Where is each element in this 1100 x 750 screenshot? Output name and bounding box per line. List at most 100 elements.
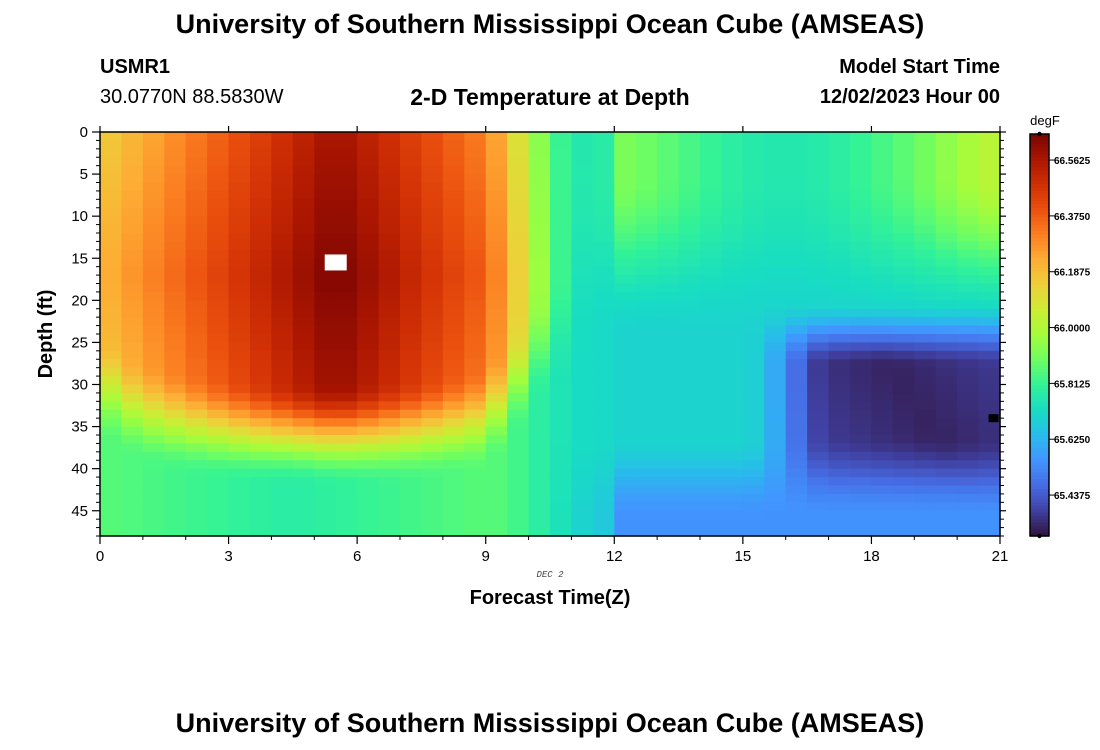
heatmap-cell <box>314 367 337 377</box>
heatmap-cell <box>357 325 380 335</box>
heatmap-cell <box>314 519 337 529</box>
heatmap-cell <box>271 258 294 268</box>
heatmap-cell <box>571 384 594 394</box>
heatmap-cell <box>635 342 658 352</box>
heatmap-cell <box>785 249 808 259</box>
heatmap-cell <box>978 207 1001 217</box>
heatmap-cell <box>550 409 573 419</box>
heatmap-cell <box>935 359 958 369</box>
heatmap-cell <box>550 132 573 142</box>
heatmap-cell <box>378 477 401 487</box>
heatmap-cell <box>464 308 487 318</box>
heatmap-cell <box>442 148 465 158</box>
heatmap-cell <box>164 291 187 301</box>
heatmap-cell <box>485 249 508 259</box>
heatmap-cell <box>100 140 123 150</box>
heatmap-cell <box>657 451 680 461</box>
heatmap-cell <box>121 291 144 301</box>
heatmap-cell <box>742 418 765 428</box>
heatmap-cell <box>614 266 637 276</box>
heatmap-cell <box>892 409 915 419</box>
heatmap-cell <box>164 190 187 200</box>
heatmap-cell <box>121 426 144 436</box>
heatmap-cell <box>357 519 380 529</box>
heatmap-cell <box>914 224 937 234</box>
heatmap-cell <box>442 291 465 301</box>
heatmap-cell <box>892 435 915 445</box>
heatmap-cell <box>571 510 594 520</box>
heatmap-cell <box>464 519 487 529</box>
heatmap-cell <box>442 275 465 285</box>
heatmap-cell <box>271 477 294 487</box>
heatmap-cell <box>700 157 723 167</box>
heatmap-cell <box>550 308 573 318</box>
colorbar-segment <box>1030 345 1049 349</box>
heatmap-cell <box>764 157 787 167</box>
heatmap-cell <box>550 275 573 285</box>
heatmap-cell <box>764 317 787 327</box>
heatmap-cell <box>657 275 680 285</box>
heatmap-cell <box>228 367 251 377</box>
heatmap-cell <box>100 224 123 234</box>
heatmap-cell <box>507 527 530 537</box>
heatmap-cell <box>464 157 487 167</box>
heatmap-cell <box>635 392 658 402</box>
heatmap-cell <box>635 174 658 184</box>
heatmap-cell <box>871 148 894 158</box>
heatmap-cell <box>378 224 401 234</box>
heatmap-cell <box>892 485 915 495</box>
heatmap-cell <box>207 266 230 276</box>
heatmap-cell <box>700 418 723 428</box>
heatmap-cell <box>250 182 273 192</box>
heatmap-cell <box>100 477 123 487</box>
heatmap-cell <box>485 199 508 209</box>
colorbar-segment <box>1030 278 1049 282</box>
colorbar-segment <box>1030 311 1049 316</box>
heatmap-cell <box>207 157 230 167</box>
heatmap-cell <box>871 342 894 352</box>
heatmap-cell <box>935 182 958 192</box>
heatmap-cell <box>700 384 723 394</box>
heatmap-cell <box>764 384 787 394</box>
heatmap-cell <box>271 510 294 520</box>
heatmap-cell <box>571 451 594 461</box>
heatmap-cell <box>378 241 401 251</box>
heatmap-cell <box>657 350 680 360</box>
colorbar-segment <box>1030 509 1049 514</box>
colorbar-segment <box>1030 355 1049 360</box>
heatmap-cell <box>678 334 701 344</box>
white-marker <box>324 254 347 271</box>
heatmap-cell <box>100 443 123 453</box>
heatmap-cell <box>400 325 423 335</box>
heatmap-cell <box>507 182 530 192</box>
heatmap-cell <box>550 519 573 529</box>
heatmap-cell <box>100 190 123 200</box>
station-coordinates: 30.0770N 88.5830W <box>100 86 284 108</box>
colorbar-segment <box>1030 341 1049 346</box>
heatmap-cell <box>635 418 658 428</box>
heatmap-cell <box>807 510 830 520</box>
heatmap-cell <box>764 401 787 411</box>
heatmap-cell <box>271 401 294 411</box>
heatmap-cell <box>421 224 444 234</box>
heatmap-cell <box>892 493 915 503</box>
heatmap-cell <box>828 350 851 360</box>
heatmap-cell <box>228 485 251 495</box>
heatmap-cell <box>550 359 573 369</box>
heatmap-cell <box>657 342 680 352</box>
heatmap-cell <box>335 258 358 268</box>
heatmap-cell <box>871 367 894 377</box>
colorbar-segment <box>1030 442 1049 447</box>
heatmap-cell <box>871 190 894 200</box>
heatmap-cell <box>100 519 123 529</box>
heatmap-cell <box>442 174 465 184</box>
heatmap-cell <box>678 132 701 142</box>
heatmap-cell <box>657 148 680 158</box>
heatmap-cell <box>957 165 980 175</box>
heatmap-cell <box>271 460 294 470</box>
heatmap-cell <box>635 182 658 192</box>
heatmap-cell <box>378 460 401 470</box>
heatmap-cell <box>785 174 808 184</box>
heatmap-cell <box>614 148 637 158</box>
heatmap-cell <box>571 359 594 369</box>
